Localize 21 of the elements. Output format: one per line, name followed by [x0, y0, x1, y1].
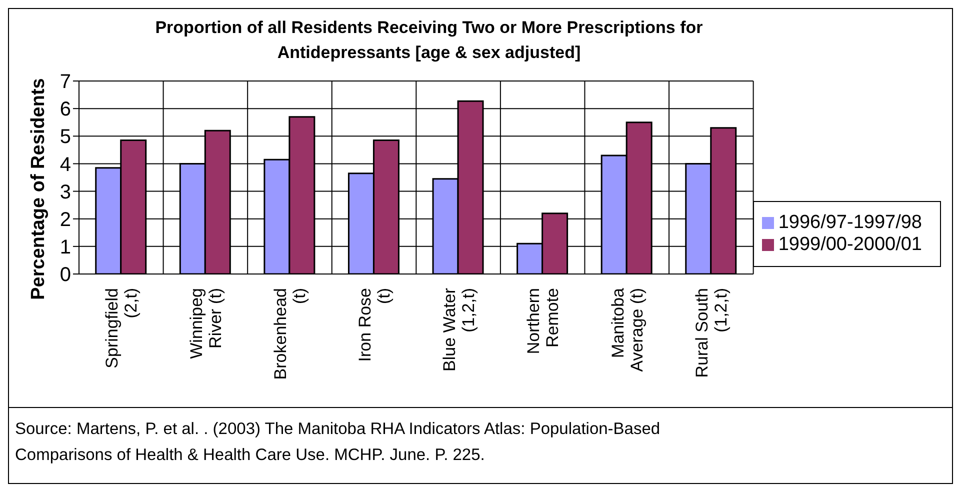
y-tick-label: 7	[60, 71, 71, 94]
y-tick-label: 4	[60, 154, 71, 176]
x-tick-label: Manitoba Average (t)	[608, 287, 646, 372]
source-note: Source: Martens, P. et al. . (2003) The Manitoba RHA Indicators Atlas: Population-Based Comparisons of Health & Health Care Use. MCHP. June. P. 225.	[9, 407, 952, 476]
y-tick-label: 6	[60, 98, 71, 121]
x-tick-label: Winnipeg River (t)	[186, 288, 225, 359]
x-tick-label: Iron Rose (t)	[356, 288, 394, 362]
y-tick-label: 5	[60, 126, 71, 148]
y-tick-label: 3	[60, 181, 71, 204]
x-tick-label: Brokenhead (t)	[271, 288, 310, 380]
x-tick-label: Blue Water (1,2,t)	[440, 288, 478, 372]
x-tick-label: Springfield (2,t)	[102, 288, 141, 368]
y-tick-label: 0	[60, 264, 71, 286]
x-tick-label: Northern Remote	[524, 288, 562, 354]
legend-label: 1999/00-2000/01	[778, 234, 922, 255]
y-tick-label: 1	[60, 236, 71, 259]
legend-label: 1996/97-1997/98	[778, 212, 922, 233]
y-tick-label: 2	[60, 208, 71, 231]
x-tick-label: Rural South (1,2,t)	[692, 288, 731, 378]
chart-title: Proportion of all Residents Receiving Two or More Prescriptions for Antidepressants [age & sex adjusted]	[154, 17, 704, 64]
y-axis-title: Percentage of Residents	[28, 78, 50, 300]
